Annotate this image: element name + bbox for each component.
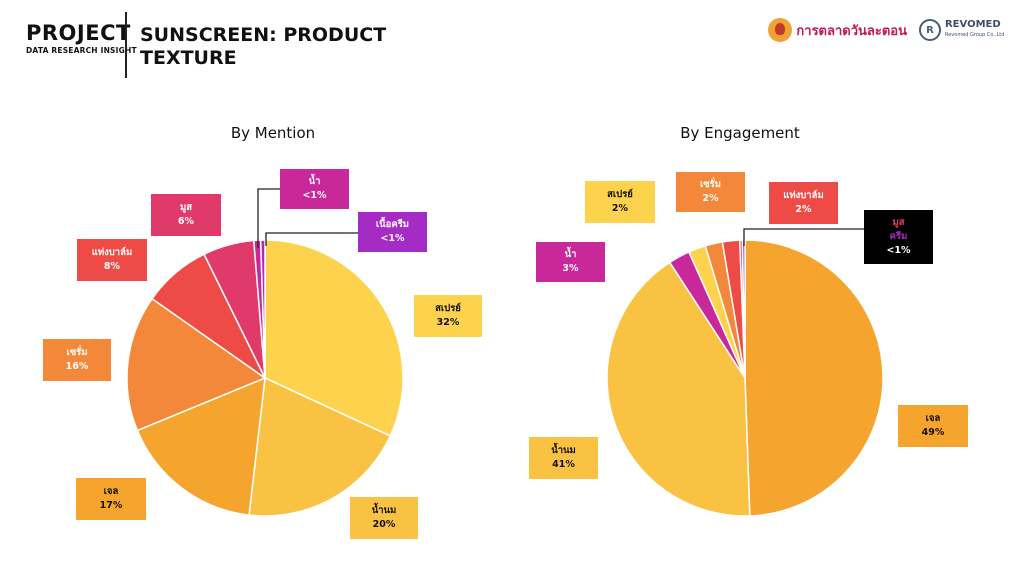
marketing-logo-text: การตลาดวันละตอน — [796, 23, 907, 39]
slice-label-value-0-6: <1% — [302, 190, 327, 201]
revomed-logo: R REVOMED Revomed Group Co.,Ltd. — [918, 19, 1006, 41]
slice-label-0-0: สเปรย์ 32% — [414, 295, 482, 337]
pie-slice-0-0 — [264, 239, 404, 438]
slice-label-0-6: น้ำ <1% — [280, 169, 349, 209]
slice-label-1-4: เซรั่ม 2% — [676, 172, 745, 212]
pie-slice-0-2 — [136, 376, 266, 516]
slice-label-0-1: น้ำนม 20% — [350, 497, 418, 539]
pie-slice-1-0 — [744, 239, 884, 517]
slice-label-1-group: มูสครีม <1% — [864, 210, 933, 264]
header-divider — [125, 12, 127, 78]
slice-label-value-0-0: 32% — [436, 317, 460, 328]
slice-label-0-7: เนื้อครีม <1% — [358, 212, 427, 252]
pie-slice-0-3 — [126, 297, 267, 432]
slice-label-value-1-2: 3% — [562, 263, 579, 274]
marketing-logo-icon — [768, 18, 793, 42]
slice-label-1-2: น้ำ 3% — [536, 242, 605, 282]
marketing-logo: การตลาดวันละตอน — [768, 18, 907, 42]
slice-label-1-0: เจล 49% — [898, 405, 968, 447]
revomed-logo-icon: R — [918, 19, 941, 41]
slice-label-value-1-1: 41% — [552, 459, 575, 470]
page-title: SUNSCREEN: PRODUCT TEXTURE — [140, 24, 387, 69]
chart-title-mention: By Mention — [230, 124, 316, 142]
slice-label-value-0-5: 6% — [177, 216, 195, 227]
slice-label-0-3: เซรั่ม 16% — [43, 339, 111, 381]
project-block: PROJECT DATA RESEARCH INSIGHT — [26, 22, 137, 55]
slice-label-name-1-7: ครีม — [889, 231, 908, 242]
slice-label-value-0-4: 8% — [103, 261, 121, 272]
slice-label-name-0-5: มูส — [179, 202, 193, 213]
slice-label-value-0-2: 17% — [99, 500, 123, 511]
slice-label-name-0-0: สเปรย์ — [435, 303, 461, 314]
slice-label-1-1: น้ำนม 41% — [529, 437, 598, 479]
slice-label-1-5: แท่งบาล์ม 2% — [769, 182, 838, 224]
slice-label-name-1-0: เจล — [925, 413, 941, 424]
slice-label-value-0-7: <1% — [380, 233, 405, 244]
slice-label-value-1-5: 2% — [795, 204, 812, 215]
slice-label-name-1-2: น้ำ — [564, 249, 577, 260]
slice-label-name-0-4: แท่งบาล์ม — [91, 247, 133, 258]
slice-label-name-1-6: มูส — [892, 217, 905, 228]
slice-label-0-2: เจล 17% — [76, 478, 146, 520]
slice-label-0-4: แท่งบาล์ม 8% — [77, 239, 147, 281]
slice-label-value-0-1: 20% — [372, 519, 396, 530]
slice-label-0-5: มูส 6% — [151, 194, 221, 236]
slice-label-name-0-7: เนื้อครีม — [375, 219, 410, 230]
slice-label-value-1-3: 2% — [611, 203, 629, 214]
slice-label-value-1-6: <1% — [886, 245, 911, 256]
slice-label-name-1-3: สเปรย์ — [607, 189, 633, 200]
leader-line-0-6 — [257, 188, 280, 248]
slice-label-value-0-3: 16% — [65, 361, 89, 372]
leader-line-0-7 — [265, 232, 358, 246]
slice-label-name-0-3: เซรั่ม — [66, 347, 88, 358]
pie-slice-0-7 — [259, 239, 266, 379]
chart-title-engagement: By Engagement — [680, 124, 800, 142]
revomed-name: REVOMED — [944, 19, 1001, 30]
slice-label-name-0-2: เจล — [103, 486, 119, 497]
slice-label-name-0-6: น้ำ — [308, 176, 321, 187]
slice-label-1-3: สเปรย์ 2% — [585, 181, 655, 223]
slice-label-name-0-1: น้ำนม — [371, 505, 397, 516]
pie-slice-0-1 — [248, 376, 392, 517]
slice-label-value-1-4: 2% — [702, 193, 719, 204]
revomed-sub: Revomed Group Co.,Ltd. — [944, 32, 1006, 38]
logos: การตลาดวันละตอน R REVOMED Revomed Group … — [768, 18, 1006, 42]
slice-label-name-1-5: แท่งบาล์ม — [783, 190, 824, 201]
leader-line-1-6 — [743, 228, 864, 246]
slice-label-name-1-1: น้ำนม — [551, 445, 576, 456]
project-title: PROJECT — [26, 21, 131, 45]
revomed-logo-text: REVOMED Revomed Group Co.,Ltd. — [945, 19, 1006, 41]
slice-label-value-1-0: 49% — [921, 427, 945, 438]
pie-slice-1-1 — [606, 261, 751, 517]
project-subtitle: DATA RESEARCH INSIGHT — [26, 46, 137, 55]
slice-label-name-1-4: เซรั่ม — [699, 179, 722, 190]
